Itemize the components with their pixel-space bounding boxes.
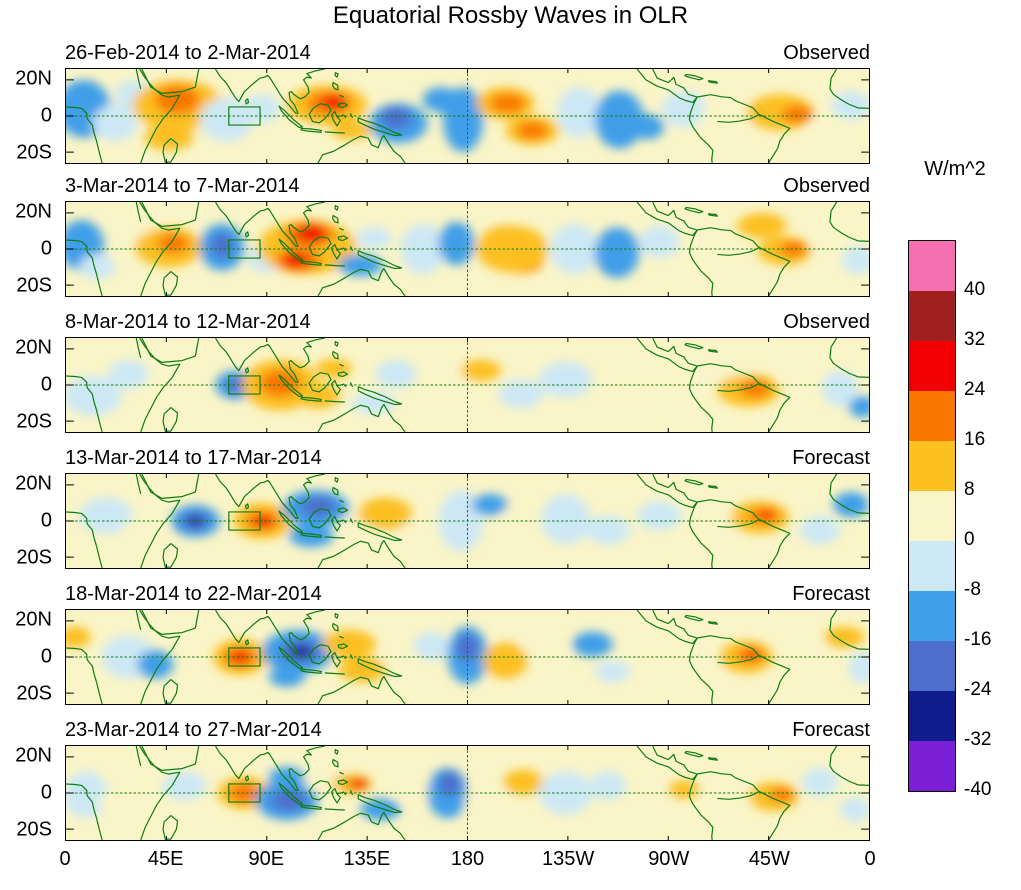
- panel-date-range: 3-Mar-2014 to 7-Mar-2014: [65, 175, 300, 197]
- colorbar-tick: 0: [964, 529, 975, 550]
- y-axis-labels: 20N 0 20S: [0, 609, 56, 705]
- y-tick-20s: 20S: [16, 682, 52, 705]
- colorbar-tick: -40: [964, 779, 992, 800]
- y-tick-0: 0: [40, 104, 52, 127]
- colorbar-tick: 24: [964, 379, 986, 400]
- y-tick-20s: 20S: [16, 818, 52, 841]
- panel-type-label: Observed: [783, 175, 870, 197]
- colorbar-tick: 40: [964, 279, 986, 300]
- x-tick: 45E: [147, 848, 184, 870]
- figure-title: Equatorial Rossby Waves in OLR: [332, 2, 689, 29]
- map-panel-2: [65, 201, 870, 297]
- y-tick-20n: 20N: [15, 472, 52, 495]
- panel-date-range: 23-Mar-2014 to 27-Mar-2014: [65, 719, 322, 741]
- x-tick: 90W: [648, 848, 690, 870]
- y-tick-20s: 20S: [16, 274, 52, 297]
- map-panel-4: [65, 473, 870, 569]
- panel-header: 26-Feb-2014 to 2-Mar-2014 Observed: [65, 42, 870, 65]
- panel-date-range: 8-Mar-2014 to 12-Mar-2014: [65, 311, 311, 333]
- y-tick-20s: 20S: [16, 141, 52, 164]
- panel-type-label: Forecast: [792, 583, 870, 605]
- panel-header: 13-Mar-2014 to 17-Mar-2014 Forecast: [65, 447, 870, 470]
- map-panel-5: [65, 609, 870, 705]
- x-tick: 45W: [748, 848, 790, 870]
- y-tick-20s: 20S: [16, 546, 52, 569]
- y-tick-20n: 20N: [15, 200, 52, 223]
- y-axis-labels: 20N 0 20S: [0, 337, 56, 433]
- panel-header: 8-Mar-2014 to 12-Mar-2014 Observed: [65, 311, 870, 334]
- map-panel-1: [65, 68, 870, 164]
- panel-type-label: Observed: [783, 311, 870, 333]
- colorbar-labels: 40 32 24 16 8 0 -8 -16 -24 -32 -40: [964, 240, 1018, 800]
- y-tick-0: 0: [40, 237, 52, 260]
- x-tick: 135E: [343, 848, 391, 870]
- y-tick-0: 0: [40, 645, 52, 668]
- map-panel-3: [65, 337, 870, 433]
- colorbar: [908, 240, 956, 792]
- y-axis-labels: 20N 0 20S: [0, 201, 56, 297]
- x-axis: 0 45E 90E 135E 180 135W 90W 45W 0: [59, 848, 875, 874]
- colorbar-tick: -16: [964, 629, 992, 650]
- panel-header: 3-Mar-2014 to 7-Mar-2014 Observed: [65, 175, 870, 198]
- x-tick: 0: [864, 848, 876, 870]
- x-tick: 135W: [542, 848, 595, 870]
- panel-date-range: 18-Mar-2014 to 22-Mar-2014: [65, 583, 322, 605]
- colorbar-tick: 16: [964, 429, 986, 450]
- colorbar-tick: 32: [964, 329, 986, 350]
- y-axis-labels: 20N 0 20S: [0, 473, 56, 569]
- panel-type-label: Forecast: [792, 719, 870, 741]
- y-tick-20n: 20N: [15, 336, 52, 359]
- x-tick: 90E: [248, 848, 285, 870]
- y-tick-20n: 20N: [15, 67, 52, 90]
- y-tick-0: 0: [40, 373, 52, 396]
- x-tick: 0: [59, 848, 71, 870]
- panel-type-label: Forecast: [792, 447, 870, 469]
- panel-type-label: Observed: [783, 42, 870, 64]
- colorbar-units-label: W/m^2: [924, 158, 986, 180]
- y-tick-0: 0: [40, 509, 52, 532]
- panel-date-range: 26-Feb-2014 to 2-Mar-2014: [65, 42, 311, 64]
- x-tick: 180: [450, 848, 485, 870]
- colorbar-tick: -8: [964, 579, 981, 600]
- y-tick-20s: 20S: [16, 410, 52, 433]
- panel-header: 23-Mar-2014 to 27-Mar-2014 Forecast: [65, 719, 870, 742]
- panel-date-range: 13-Mar-2014 to 17-Mar-2014: [65, 447, 322, 469]
- colorbar-tick: -24: [964, 679, 992, 700]
- y-axis-labels: 20N 0 20S: [0, 68, 56, 164]
- panel-header: 18-Mar-2014 to 22-Mar-2014 Forecast: [65, 583, 870, 606]
- y-tick-20n: 20N: [15, 744, 52, 767]
- y-tick-0: 0: [40, 781, 52, 804]
- y-axis-labels: 20N 0 20S: [0, 745, 56, 841]
- y-tick-20n: 20N: [15, 608, 52, 631]
- colorbar-tick: 8: [964, 479, 975, 500]
- colorbar-tick: -32: [964, 729, 992, 750]
- map-panel-6: [65, 745, 870, 841]
